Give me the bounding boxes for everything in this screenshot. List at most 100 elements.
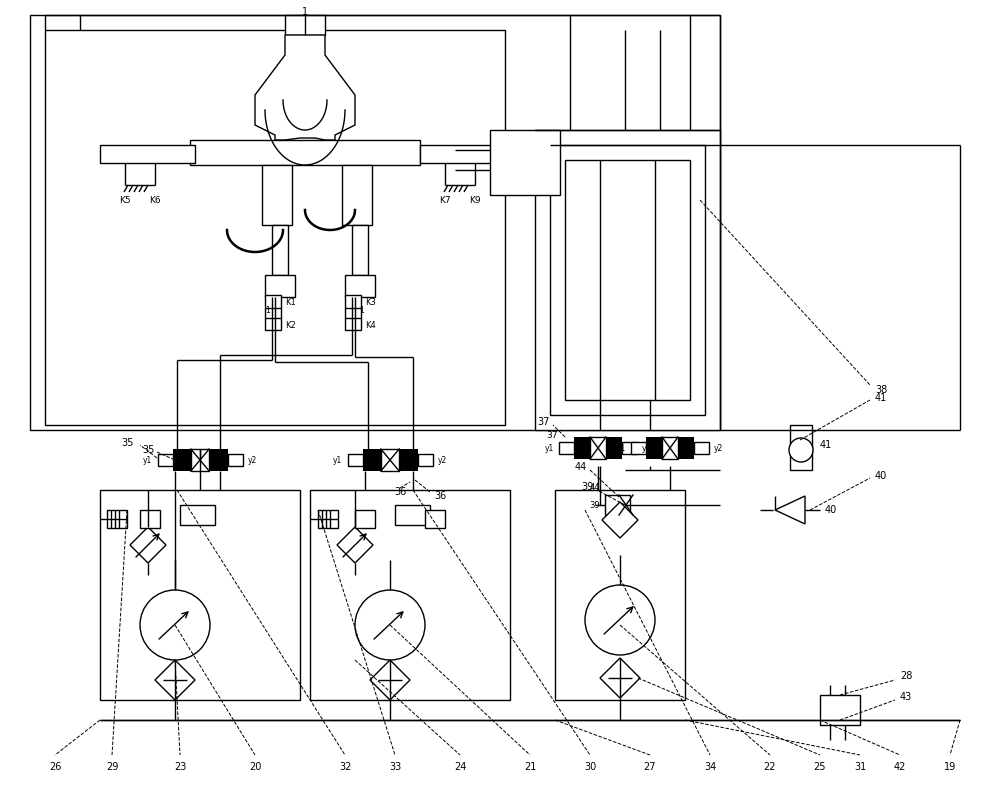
Bar <box>381 449 399 471</box>
Bar <box>605 495 630 515</box>
Text: y2: y2 <box>248 456 257 465</box>
Bar <box>820 695 860 725</box>
Text: K2: K2 <box>285 321 296 329</box>
Text: 40: 40 <box>875 471 887 481</box>
Bar <box>345 318 361 330</box>
Polygon shape <box>255 35 355 140</box>
Text: y1: y1 <box>617 443 626 453</box>
Text: 34: 34 <box>704 762 716 772</box>
Bar <box>619 495 633 515</box>
Text: 37: 37 <box>538 417 550 427</box>
Text: K6: K6 <box>149 195 161 205</box>
Bar <box>490 130 560 195</box>
Text: K5: K5 <box>119 195 131 205</box>
Text: 35: 35 <box>143 445 155 455</box>
Text: y2: y2 <box>438 456 447 465</box>
Bar <box>607 495 619 515</box>
Bar <box>590 437 606 459</box>
Text: K3: K3 <box>365 298 376 307</box>
Polygon shape <box>370 660 410 700</box>
Text: 1: 1 <box>302 7 308 17</box>
Bar <box>272 225 288 275</box>
Polygon shape <box>337 527 373 563</box>
Bar <box>310 490 510 700</box>
Bar <box>100 145 195 163</box>
Text: 1: 1 <box>266 306 270 314</box>
Text: 20: 20 <box>249 762 261 772</box>
Text: 42: 42 <box>894 762 906 772</box>
Circle shape <box>355 590 425 660</box>
Bar <box>574 437 590 459</box>
Circle shape <box>585 585 655 655</box>
Bar <box>209 449 228 471</box>
Text: 22: 22 <box>764 762 776 772</box>
Text: 38: 38 <box>875 385 887 395</box>
Bar <box>345 275 375 297</box>
Polygon shape <box>130 527 166 563</box>
Text: y2: y2 <box>714 443 723 453</box>
Bar <box>107 510 127 528</box>
Bar <box>173 449 191 471</box>
Text: K9: K9 <box>469 195 481 205</box>
Text: K1: K1 <box>285 298 296 307</box>
Bar <box>318 510 338 528</box>
Text: 27: 27 <box>644 762 656 772</box>
Bar <box>158 454 173 466</box>
Bar <box>550 145 705 415</box>
Bar <box>355 510 375 528</box>
Bar <box>425 510 445 528</box>
Bar <box>228 454 243 466</box>
Bar <box>662 437 678 459</box>
Text: 44: 44 <box>590 483 600 491</box>
Text: 30: 30 <box>584 762 596 772</box>
Text: 36: 36 <box>434 491 446 501</box>
Bar <box>555 490 685 700</box>
Bar <box>100 490 300 700</box>
Polygon shape <box>600 658 640 698</box>
Bar <box>342 165 372 225</box>
Bar <box>265 295 281 308</box>
Bar <box>348 454 363 466</box>
Bar <box>694 442 709 454</box>
Bar <box>790 425 812 470</box>
Polygon shape <box>602 502 638 538</box>
Text: K4: K4 <box>365 321 376 329</box>
Text: 44: 44 <box>575 462 587 472</box>
Circle shape <box>140 590 210 660</box>
Bar <box>30 15 720 430</box>
Text: 37: 37 <box>546 431 558 439</box>
Bar <box>399 449 418 471</box>
Text: 24: 24 <box>454 762 466 772</box>
Text: y1: y1 <box>545 443 554 453</box>
Bar <box>420 145 510 163</box>
Bar <box>352 225 368 275</box>
Text: 26: 26 <box>49 762 61 772</box>
Bar <box>559 442 574 454</box>
Text: 39: 39 <box>589 501 600 510</box>
Text: 28: 28 <box>900 671 912 681</box>
Text: y2: y2 <box>642 443 651 453</box>
Bar <box>265 275 295 297</box>
Bar <box>191 449 209 471</box>
Text: y1: y1 <box>143 456 153 465</box>
Bar <box>418 454 433 466</box>
Bar <box>140 510 160 528</box>
Bar <box>285 15 325 35</box>
Text: y1: y1 <box>333 456 343 465</box>
Text: 33: 33 <box>389 762 401 772</box>
Text: 36: 36 <box>394 487 406 497</box>
Circle shape <box>789 438 813 462</box>
Text: 40: 40 <box>825 505 837 515</box>
Bar <box>606 437 622 459</box>
Text: 25: 25 <box>814 762 826 772</box>
Bar <box>395 505 430 525</box>
Bar <box>622 442 637 454</box>
Text: 29: 29 <box>106 762 118 772</box>
Bar <box>190 140 420 165</box>
Bar <box>265 318 281 330</box>
Bar <box>565 160 690 400</box>
Text: 21: 21 <box>524 762 536 772</box>
Bar <box>345 295 361 308</box>
Text: 32: 32 <box>339 762 351 772</box>
Text: 23: 23 <box>174 762 186 772</box>
